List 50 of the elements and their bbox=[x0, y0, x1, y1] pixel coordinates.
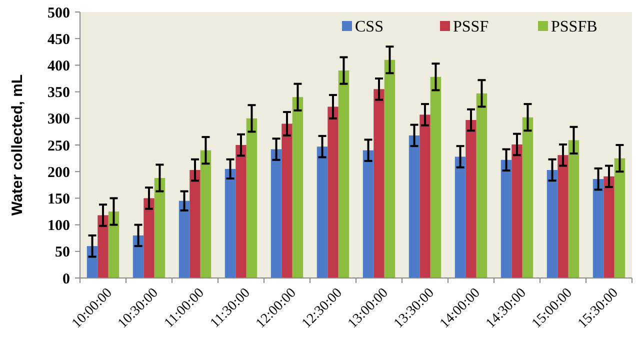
y-tick-label: 0 bbox=[62, 271, 70, 288]
bar bbox=[476, 93, 488, 278]
y-axis-title: Water collected, mL bbox=[9, 74, 26, 216]
bar bbox=[384, 60, 396, 278]
bar bbox=[408, 135, 420, 278]
bar bbox=[144, 198, 154, 278]
bar bbox=[454, 156, 466, 278]
legend-label: PSSFB bbox=[551, 18, 598, 36]
bar bbox=[200, 150, 212, 278]
bar bbox=[190, 170, 200, 278]
bar bbox=[98, 215, 108, 278]
y-tick-label: 450 bbox=[48, 32, 70, 48]
bar bbox=[132, 235, 144, 278]
y-tick-label: 350 bbox=[48, 85, 70, 102]
bar bbox=[282, 124, 292, 278]
y-tick-label: 200 bbox=[48, 164, 70, 181]
bar bbox=[614, 158, 626, 278]
bar bbox=[512, 144, 522, 278]
legend-label: CSS bbox=[355, 18, 384, 36]
bar bbox=[270, 149, 282, 278]
y-tick-label: 500 bbox=[48, 5, 70, 22]
bar bbox=[154, 178, 166, 278]
bar bbox=[338, 70, 350, 278]
bar bbox=[558, 155, 568, 278]
y-tick-label: 300 bbox=[48, 112, 70, 128]
bar bbox=[362, 150, 374, 278]
bar bbox=[466, 120, 476, 278]
bar bbox=[568, 140, 580, 278]
bar bbox=[108, 212, 120, 278]
bar bbox=[430, 76, 442, 278]
bar bbox=[236, 145, 246, 278]
bar bbox=[604, 176, 614, 278]
y-tick-label: 150 bbox=[48, 191, 70, 208]
bar bbox=[224, 168, 236, 278]
bar bbox=[374, 89, 384, 278]
bar bbox=[592, 179, 604, 278]
bar bbox=[522, 117, 534, 278]
y-tick-label: 100 bbox=[48, 218, 70, 234]
bar bbox=[546, 170, 558, 278]
bar bbox=[246, 118, 258, 278]
bar bbox=[316, 146, 328, 278]
bar bbox=[178, 200, 190, 278]
y-tick-label: 250 bbox=[48, 138, 70, 154]
bar bbox=[292, 97, 304, 278]
y-tick-label: 400 bbox=[48, 58, 70, 74]
y-tick-label: 50 bbox=[55, 244, 70, 261]
bar bbox=[500, 160, 512, 278]
bar bbox=[328, 106, 338, 278]
bar bbox=[420, 114, 430, 278]
legend-label: PSSF bbox=[453, 18, 489, 36]
